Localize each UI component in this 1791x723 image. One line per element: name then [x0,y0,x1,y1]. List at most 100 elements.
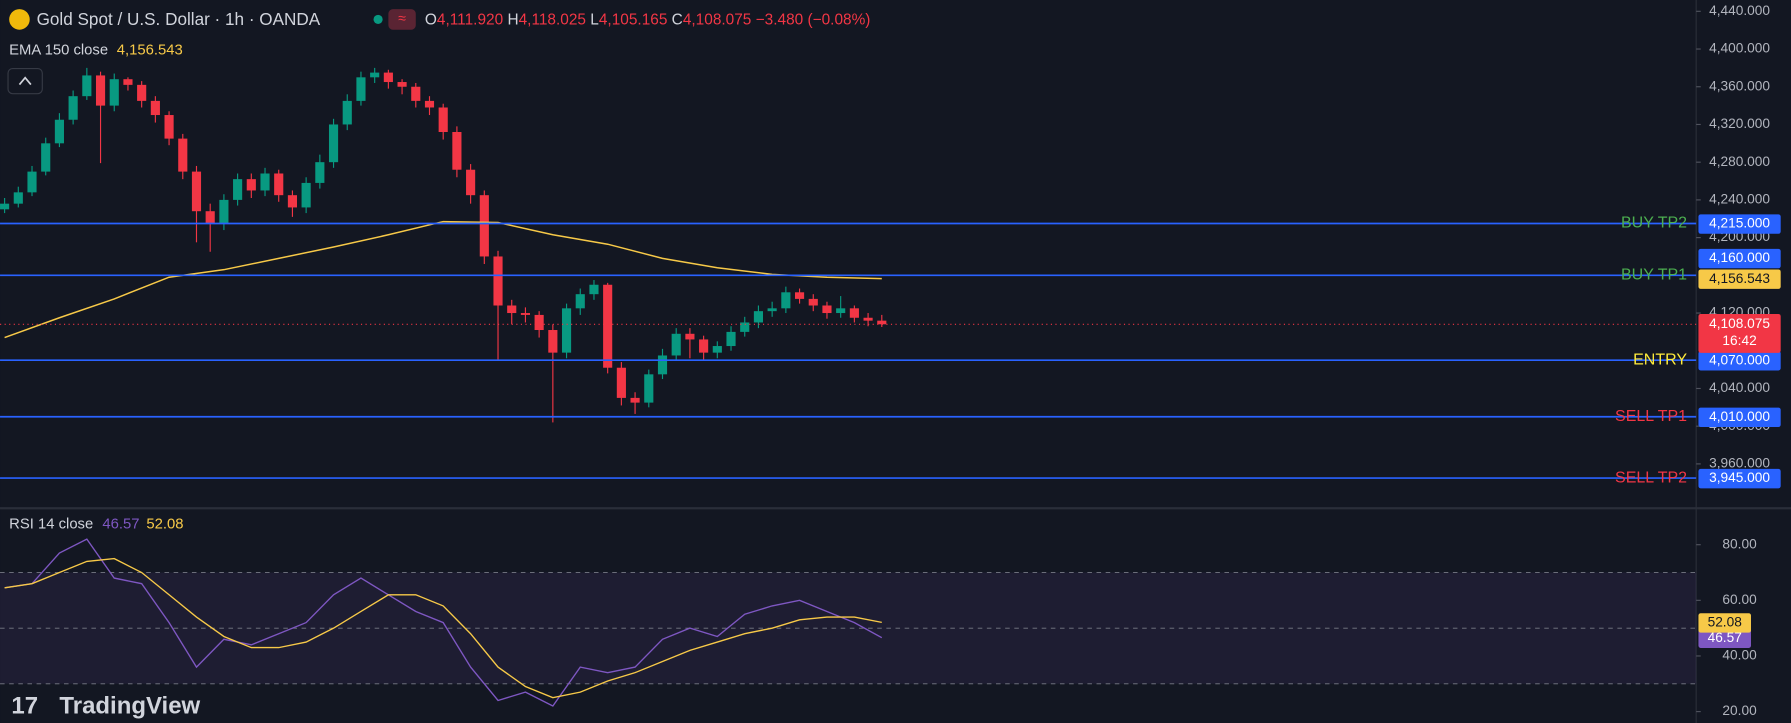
rsi-legend[interactable]: RSI 14 close 46.57 52.08 [9,516,183,532]
ema-legend-name: EMA 150 close [9,42,108,58]
last-price-label: 4,108.075 [1709,316,1770,331]
candle-body [520,313,531,315]
candle-body [603,284,613,368]
candle-body [452,132,462,170]
candle-body [82,75,92,97]
candle-body [274,173,284,196]
candle-body [438,107,448,133]
candle-body [178,138,188,172]
candle-body [849,308,859,318]
market-status[interactable] [373,14,383,24]
y-tick-label: 4,360.000 [1709,78,1770,93]
candle-body [109,79,119,106]
rsi-band-fill [0,572,1697,684]
candle-body [753,311,764,323]
plot-area: 3,960.0004,000.0004,040.0004,120.0004,20… [0,3,1781,718]
level-price-tag [1698,407,1781,428]
candle-body [191,171,202,212]
candle-body [740,322,750,332]
collapse-icon [18,76,32,86]
candle-body [630,397,640,403]
y-tick-label: 4,440.000 [1709,3,1770,18]
candle-body [808,298,818,306]
alert-badge[interactable] [388,9,416,30]
candle-body [123,79,133,85]
candle-body [671,333,681,356]
ema-price-label: 4,156.543 [1709,271,1770,286]
symbol-icon [9,9,30,30]
candle-body [68,96,78,120]
level-price-label: 4,070.000 [1709,352,1770,367]
candle-body [219,199,229,224]
ohlc-key: H [507,12,518,29]
candle-body [493,256,503,306]
ohlc-key: C [672,12,683,29]
symbol-title[interactable]: Gold Spot / U.S. Dollar · 1h · OANDA [37,9,321,29]
level-price-label: 3,945.000 [1709,470,1770,485]
ohlc-key: L [590,12,599,29]
ema-legend-value: 4,156.543 [117,42,183,58]
branding[interactable]: 17 TradingView [11,692,200,719]
bar-countdown: 16:42 [1722,333,1756,348]
candle-body [164,115,174,139]
ohlc-value: 4,108.075 [683,12,752,29]
level-price-tag [1698,468,1781,489]
y-tick-label: 4,400.000 [1709,41,1770,56]
level-price-label: 4,215.000 [1709,216,1770,231]
candle-body [342,100,352,125]
candle-body [370,72,380,78]
candle-body [767,308,777,312]
candle-body [383,72,393,83]
y-tick-label: 40.00 [1722,648,1757,663]
y-tick-label: 80.00 [1722,536,1757,551]
ema-legend[interactable]: EMA 150 close 4,156.543 [9,42,183,58]
y-tick-label: 60.00 [1722,592,1757,607]
candle-body [233,179,243,200]
candle-body [13,192,23,204]
y-tick-label: 3,960.000 [1709,456,1770,471]
ohlc-legend: O4,111.920 H4,118.025 L4,105.165 C4,108.… [425,12,871,29]
candle-body [205,211,215,224]
candle-body [822,305,832,314]
candle-body [315,162,325,183]
candle-body [616,367,626,398]
candle-body [95,75,106,106]
candle-body [397,82,407,87]
candle-body [137,84,147,101]
candle-body [246,179,256,191]
candle-body [534,314,544,331]
candle-body [794,292,805,299]
candle-body [466,169,476,196]
candle-body [260,173,270,191]
candle-body [328,124,339,163]
candle-body [507,305,517,314]
candle-body [685,333,695,340]
candle-body [0,203,10,210]
candle-body [589,284,599,295]
ohlc-value: 4,105.165 [599,12,668,29]
candle-body [657,355,668,375]
rsi-line [4,557,882,699]
rsi-line [4,538,883,707]
candle-body [644,374,654,403]
y-tick-label: 4,240.000 [1709,192,1770,207]
brand-name: TradingView [59,692,200,719]
y-tick-label: 4,280.000 [1709,154,1770,169]
level-price-tag [1698,248,1781,269]
rsi-ma-legend-value: 52.08 [146,516,183,532]
candle-body [699,339,709,353]
candle-body [548,330,558,353]
candle-body [781,292,791,309]
level-price-tag [1698,351,1781,371]
collapse-button[interactable] [7,67,43,95]
candle-body [863,317,873,321]
candle-body [561,308,572,353]
level-name: BUY TP2 [1621,215,1687,232]
level-name: SELL TP2 [1615,469,1687,486]
candle-body [41,143,51,172]
ema-line [4,220,882,339]
candle-body [54,119,64,144]
ohlc-key: O [425,12,437,29]
candle-body [479,195,489,257]
